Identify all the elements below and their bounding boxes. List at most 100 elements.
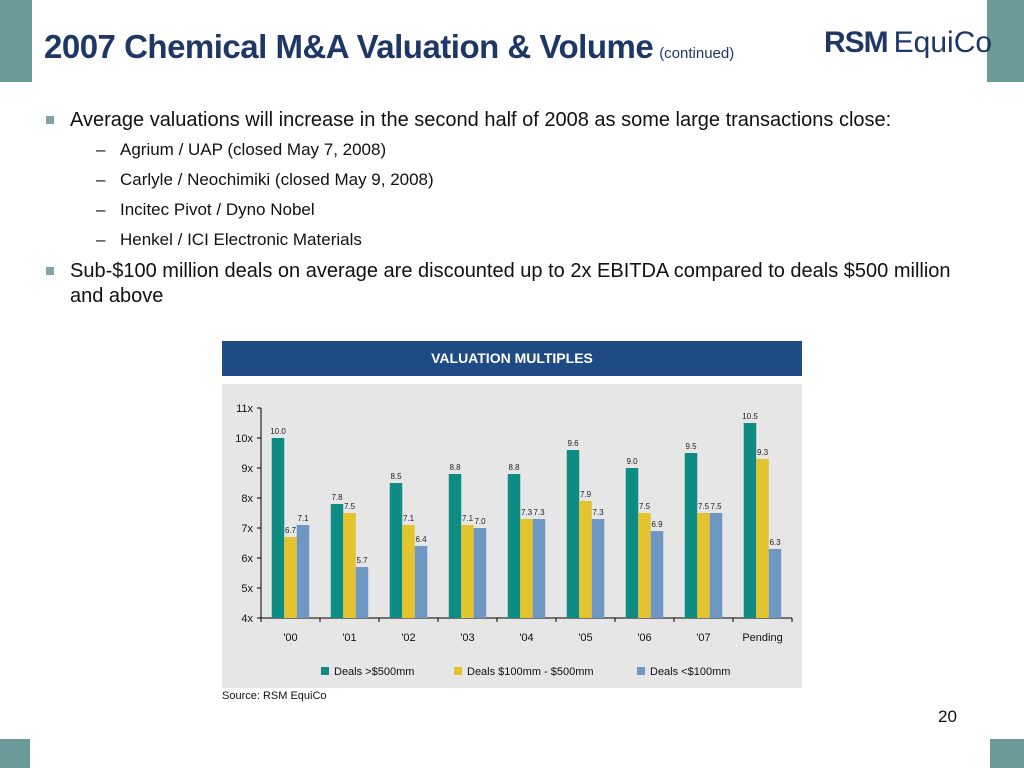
y-tick-label: 5x	[241, 583, 253, 595]
bullet-item: Average valuations will increase in the …	[44, 108, 964, 133]
data-label: 7.5	[639, 502, 651, 511]
dash-icon: –	[96, 200, 106, 219]
footer-area	[30, 739, 990, 768]
data-label: 7.5	[698, 502, 710, 511]
y-tick-label: 11x	[236, 403, 253, 415]
data-label: 6.9	[651, 520, 663, 529]
bar	[743, 423, 757, 618]
x-tick-label: '03	[460, 632, 474, 644]
legend-label: Deals <$100mm	[650, 666, 730, 678]
data-label: 8.8	[449, 463, 461, 472]
legend-swatch	[321, 667, 329, 675]
bar	[507, 474, 521, 618]
data-label: 8.8	[508, 463, 520, 472]
bar	[768, 549, 782, 618]
data-label: 6.4	[415, 535, 427, 544]
x-tick-label: '01	[342, 632, 356, 644]
y-tick-label: 9x	[241, 463, 253, 475]
dash-icon: –	[96, 170, 106, 189]
bar	[697, 513, 710, 618]
title-suffix: (continued)	[659, 45, 735, 62]
bar	[402, 525, 415, 618]
sub-bullet-text: Carlyle / Neochimiki (closed May 9, 2008…	[120, 170, 434, 189]
dash-icon: –	[96, 230, 106, 249]
company-logo: RSM EquiCo	[824, 26, 992, 60]
y-tick-label: 6x	[241, 553, 253, 565]
bar	[473, 528, 487, 618]
data-label: 9.0	[626, 457, 638, 466]
dash-icon: –	[96, 140, 106, 159]
sub-bullet-item: – Henkel / ICI Electronic Materials	[44, 229, 964, 251]
bar	[343, 513, 356, 618]
x-tick-label: '06	[637, 632, 651, 644]
bar	[684, 453, 698, 618]
bar	[296, 525, 310, 618]
bar	[389, 483, 403, 618]
sub-bullet-item: – Incitec Pivot / Dyno Nobel	[44, 199, 964, 221]
data-label: 7.1	[297, 514, 309, 523]
x-tick-label: '04	[519, 632, 533, 644]
data-label: 10.5	[742, 412, 758, 421]
sub-bullet-item: – Carlyle / Neochimiki (closed May 9, 200…	[44, 169, 964, 191]
bar	[566, 450, 580, 618]
data-label: 7.3	[533, 508, 545, 517]
valuation-chart: 4x5x6x7x8x9x10x11x'0010.06.77.1'017.87.5…	[235, 403, 793, 678]
y-tick-label: 7x	[241, 523, 253, 535]
y-tick-label: 10x	[235, 433, 253, 445]
data-label: 7.3	[521, 508, 533, 517]
data-label: 8.5	[390, 472, 402, 481]
data-label: 9.5	[685, 442, 697, 451]
bar	[638, 513, 651, 618]
chart-title: VALUATION MULTIPLES	[222, 341, 802, 376]
bar	[591, 519, 605, 618]
legend-swatch	[637, 667, 645, 675]
title-text: 2007 Chemical M&A Valuation & Volume	[44, 28, 654, 65]
bullet-text: Sub-$100 million deals on average are di…	[70, 260, 951, 307]
data-label: 7.8	[331, 493, 343, 502]
bar	[448, 474, 462, 618]
x-tick-label: '02	[401, 632, 415, 644]
bar	[650, 531, 664, 618]
x-tick-label: '07	[696, 632, 710, 644]
sub-bullet-text: Henkel / ICI Electronic Materials	[120, 230, 362, 249]
data-label: 10.0	[270, 427, 286, 436]
data-label: 7.3	[592, 508, 604, 517]
data-label: 7.0	[474, 517, 486, 526]
source-note: Source: RSM EquiCo	[222, 690, 327, 702]
x-tick-label: '05	[578, 632, 592, 644]
y-tick-label: 8x	[241, 493, 253, 505]
bullet-list: Average valuations will increase in the …	[44, 108, 964, 315]
data-label: 6.7	[285, 526, 297, 535]
bullet-square-icon	[46, 267, 54, 275]
bullet-square-icon	[46, 116, 54, 124]
title-area: 2007 Chemical M&A Valuation & Volume (con…	[32, 0, 992, 82]
bar	[579, 501, 592, 618]
y-tick-label: 4x	[241, 613, 253, 625]
data-label: 7.1	[403, 514, 415, 523]
bar	[532, 519, 546, 618]
bar	[756, 459, 769, 618]
data-label: 7.5	[344, 502, 356, 511]
bar	[414, 546, 428, 618]
data-label: 7.9	[580, 490, 592, 499]
legend-label: Deals $100mm - $500mm	[467, 666, 594, 678]
bar	[271, 438, 285, 618]
bar	[520, 519, 533, 618]
bar	[284, 537, 297, 618]
x-tick-label: Pending	[742, 632, 782, 644]
bar	[330, 504, 344, 618]
sub-bullet-item: – Agrium / UAP (closed May 7, 2008)	[44, 139, 964, 161]
sub-bullet-text: Agrium / UAP (closed May 7, 2008)	[120, 140, 387, 159]
chart-panel: 4x 5x 6x 7x 8x 9x 10x 11x '00 10.0 6.7 7.1'01 7.8 7.5…	[222, 384, 802, 688]
page-title: 2007 Chemical M&A Valuation & Volume (con…	[44, 28, 734, 66]
sub-bullet-text: Incitec Pivot / Dyno Nobel	[120, 200, 315, 219]
data-label: 7.5	[710, 502, 722, 511]
bar	[355, 567, 369, 618]
data-label: 9.3	[757, 448, 769, 457]
bar	[461, 525, 474, 618]
data-label: 5.7	[356, 556, 368, 565]
legend-label: Deals >$500mm	[334, 666, 414, 678]
legend-swatch	[454, 667, 462, 675]
bar	[709, 513, 723, 618]
bar	[625, 468, 639, 618]
